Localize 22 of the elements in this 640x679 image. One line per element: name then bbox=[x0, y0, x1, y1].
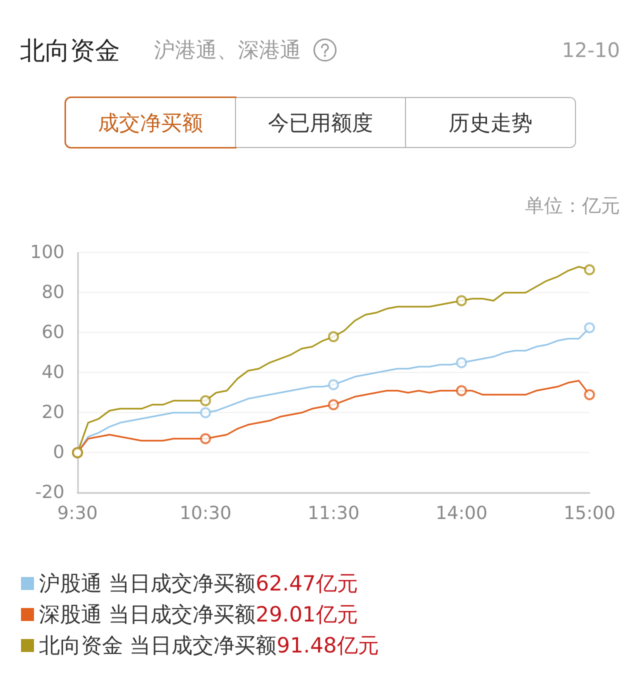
x-tick-label: 14:00 bbox=[436, 503, 488, 524]
y-axis-title: 单位：亿元 bbox=[525, 194, 620, 219]
legend-label: 沪股通 当日成交净买额62.47亿元 bbox=[39, 572, 358, 596]
text: 12-10 bbox=[562, 37, 620, 63]
legend-label: 北向资金 当日成交净买额91.48亿元 bbox=[39, 634, 379, 658]
x-tick-label: 9:30 bbox=[57, 503, 98, 524]
text: 历史走势 bbox=[405, 98, 575, 147]
chart-subtitle: 沪港通、深港通 bbox=[154, 37, 301, 64]
chart-title: 北向资金 bbox=[20, 34, 120, 66]
y-tick-label: 0 bbox=[53, 442, 64, 464]
legend-label: 深股通 当日成交净买额29.01亿元 bbox=[39, 602, 358, 626]
x-tick-label: 15:00 bbox=[564, 503, 616, 524]
y-tick-label: 20 bbox=[42, 402, 64, 424]
y-tick-label: 100 bbox=[30, 242, 64, 264]
text: 今已用额度 bbox=[235, 98, 405, 147]
y-tick-label: 40 bbox=[42, 362, 64, 384]
y-tick-label: -20 bbox=[35, 482, 64, 504]
x-tick-label: 11:30 bbox=[308, 503, 360, 524]
text: 成交净买额 bbox=[66, 98, 235, 147]
x-tick-label: 10:30 bbox=[180, 503, 232, 524]
y-tick-label: 80 bbox=[42, 282, 64, 304]
y-tick-label: 60 bbox=[42, 322, 64, 344]
